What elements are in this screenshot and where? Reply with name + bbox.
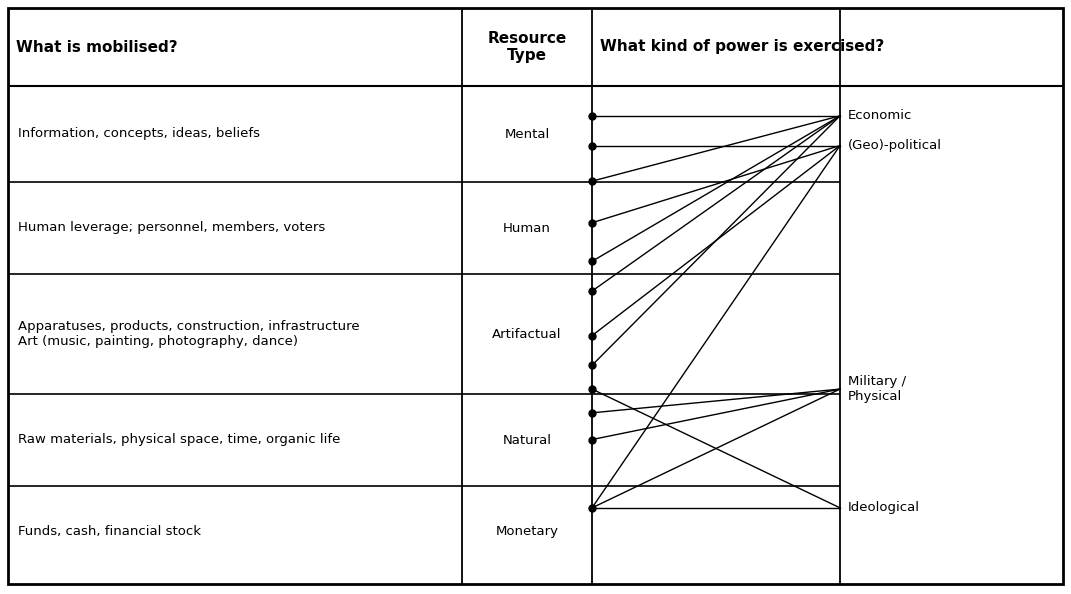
Text: Artifactual: Artifactual [493,327,562,340]
Text: Military /
Physical: Military / Physical [848,375,906,403]
Text: Human: Human [503,222,550,235]
Text: Human leverage; personnel, members, voters: Human leverage; personnel, members, vote… [18,222,326,235]
Text: Monetary: Monetary [496,525,558,538]
Text: Economic: Economic [848,109,912,122]
Text: What kind of power is exercised?: What kind of power is exercised? [600,39,885,55]
Text: Raw materials, physical space, time, organic life: Raw materials, physical space, time, org… [18,434,341,447]
Text: What is mobilised?: What is mobilised? [16,39,178,55]
Text: Ideological: Ideological [848,501,920,514]
Text: Natural: Natural [502,434,552,447]
Text: Mental: Mental [504,128,549,141]
Text: Resource
Type: Resource Type [487,31,567,63]
Text: Funds, cash, financial stock: Funds, cash, financial stock [18,525,201,538]
Text: (Geo)-political: (Geo)-political [848,139,942,152]
Text: Apparatuses, products, construction, infrastructure
Art (music, painting, photog: Apparatuses, products, construction, inf… [18,320,360,348]
Text: Information, concepts, ideas, beliefs: Information, concepts, ideas, beliefs [18,128,260,141]
